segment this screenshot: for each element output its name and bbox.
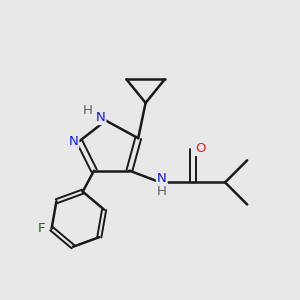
Text: H: H	[82, 104, 92, 117]
Text: N: N	[157, 172, 167, 185]
Text: N: N	[69, 135, 78, 148]
Text: F: F	[38, 222, 45, 235]
Text: O: O	[195, 142, 205, 155]
Text: N: N	[96, 111, 105, 124]
Text: H: H	[157, 185, 167, 198]
